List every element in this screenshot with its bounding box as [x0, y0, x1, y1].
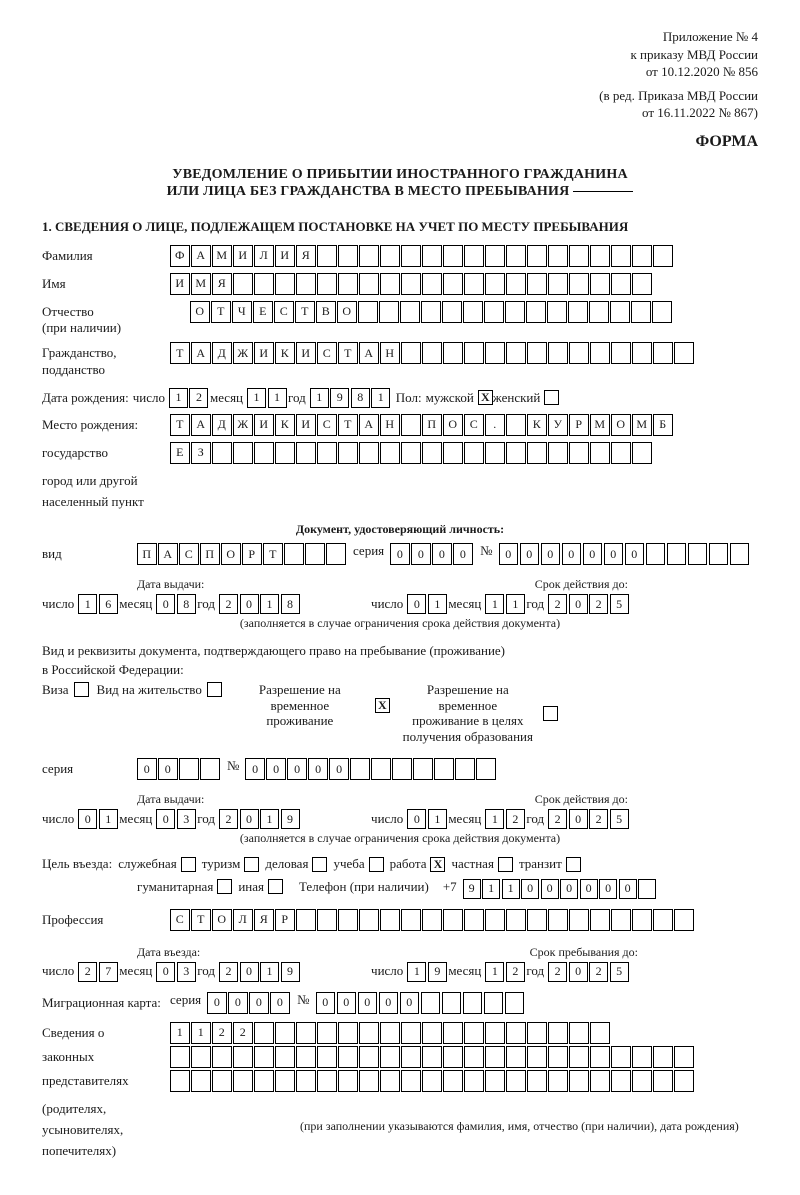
residence-permit-checkbox-option[interactable]: Вид на жительство [97, 682, 222, 698]
name-label: Имя [42, 273, 170, 292]
form-page: Приложение № 4 к приказу МВД России от 1… [0, 0, 800, 1195]
citizenship-label: Гражданство, подданство [42, 342, 170, 378]
temp-residence-checkbox-option[interactable]: Разрешение на временное проживание X [230, 682, 390, 729]
purpose-work-checkbox: X [430, 857, 445, 872]
purpose-business-checkbox [312, 857, 327, 872]
purpose-transit-checkbox [566, 857, 581, 872]
patronymic-label: Отчество (при наличии) [42, 301, 170, 337]
visa-checkbox-option[interactable]: Виза [42, 682, 89, 698]
purpose-private-checkbox [498, 857, 513, 872]
section1-title: 1. СВЕДЕНИЯ О ЛИЦЕ, ПОДЛЕЖАЩЕМ ПОСТАНОВК… [42, 219, 758, 235]
purpose-humanitarian-checkbox [217, 879, 232, 894]
legal-reps-boxes-row3[interactable] [170, 1070, 695, 1092]
residence-permit-checkbox [207, 682, 222, 697]
temp-residence-edu-checkbox-option[interactable]: Разрешение на временное проживание в целя… [398, 682, 558, 744]
entry-purpose-row2[interactable]: гуманитарная иная Телефон (при наличии) … [137, 879, 758, 899]
surname-label: Фамилия [42, 245, 170, 264]
temp-residence-checkbox: X [375, 698, 390, 713]
gender-female-checkbox[interactable] [544, 390, 559, 405]
stay-doc-options-row[interactable]: Виза Вид на жительство Разрешение на вре… [42, 682, 758, 744]
forma-label: ФОРМА [42, 132, 758, 152]
gender-male-checkbox[interactable]: X [478, 390, 493, 405]
temp-residence-edu-checkbox [543, 706, 558, 721]
purpose-other-checkbox [268, 879, 283, 894]
purpose-tourism-checkbox [244, 857, 259, 872]
legal-reps-boxes-row2[interactable] [170, 1046, 695, 1068]
entry-purpose-row1[interactable]: Цель въезда: служебная туризм деловая уч… [42, 856, 758, 872]
visa-checkbox [74, 682, 89, 697]
place-of-stay-blank[interactable] [573, 191, 633, 192]
purpose-official-checkbox [181, 857, 196, 872]
birthplace-label: Место рождения: [42, 414, 170, 433]
purpose-study-checkbox [369, 857, 384, 872]
id-doc-header: Документ, удостоверяющий личность: [42, 522, 758, 537]
form-title: УВЕДОМЛЕНИЕ О ПРИБЫТИИ ИНОСТРАННОГО ГРАЖ… [42, 166, 758, 201]
header-reference-block: Приложение № 4 к приказу МВД России от 1… [42, 28, 758, 122]
